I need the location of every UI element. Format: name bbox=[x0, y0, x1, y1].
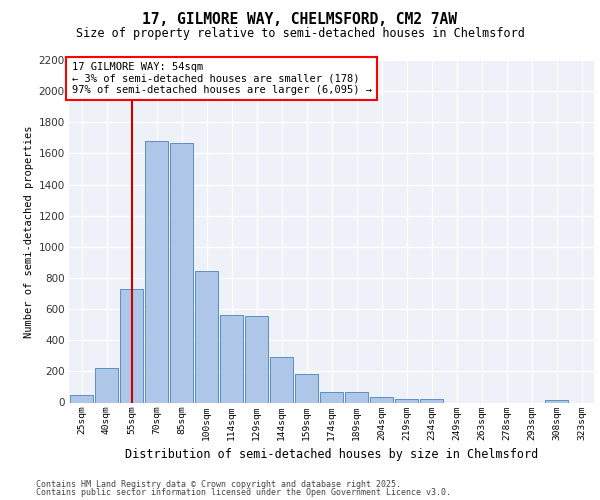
Bar bbox=[245, 316, 268, 402]
Bar bbox=[320, 392, 343, 402]
Text: 17 GILMORE WAY: 54sqm
← 3% of semi-detached houses are smaller (178)
97% of semi: 17 GILMORE WAY: 54sqm ← 3% of semi-detac… bbox=[71, 62, 371, 95]
Bar bbox=[220, 316, 244, 402]
Bar bbox=[419, 400, 443, 402]
Bar bbox=[545, 400, 568, 402]
Bar bbox=[269, 356, 293, 403]
X-axis label: Distribution of semi-detached houses by size in Chelmsford: Distribution of semi-detached houses by … bbox=[125, 448, 538, 461]
Text: 17, GILMORE WAY, CHELMSFORD, CM2 7AW: 17, GILMORE WAY, CHELMSFORD, CM2 7AW bbox=[143, 12, 458, 28]
Bar bbox=[395, 398, 418, 402]
Bar bbox=[95, 368, 118, 402]
Text: Size of property relative to semi-detached houses in Chelmsford: Size of property relative to semi-detach… bbox=[76, 28, 524, 40]
Bar bbox=[145, 141, 169, 403]
Bar bbox=[194, 271, 218, 402]
Text: Contains HM Land Registry data © Crown copyright and database right 2025.: Contains HM Land Registry data © Crown c… bbox=[36, 480, 401, 489]
Bar bbox=[170, 144, 193, 402]
Bar bbox=[70, 396, 94, 402]
Text: Contains public sector information licensed under the Open Government Licence v3: Contains public sector information licen… bbox=[36, 488, 451, 497]
Y-axis label: Number of semi-detached properties: Number of semi-detached properties bbox=[25, 125, 34, 338]
Bar bbox=[370, 397, 394, 402]
Bar bbox=[344, 392, 368, 402]
Bar bbox=[295, 374, 319, 402]
Bar bbox=[119, 289, 143, 403]
